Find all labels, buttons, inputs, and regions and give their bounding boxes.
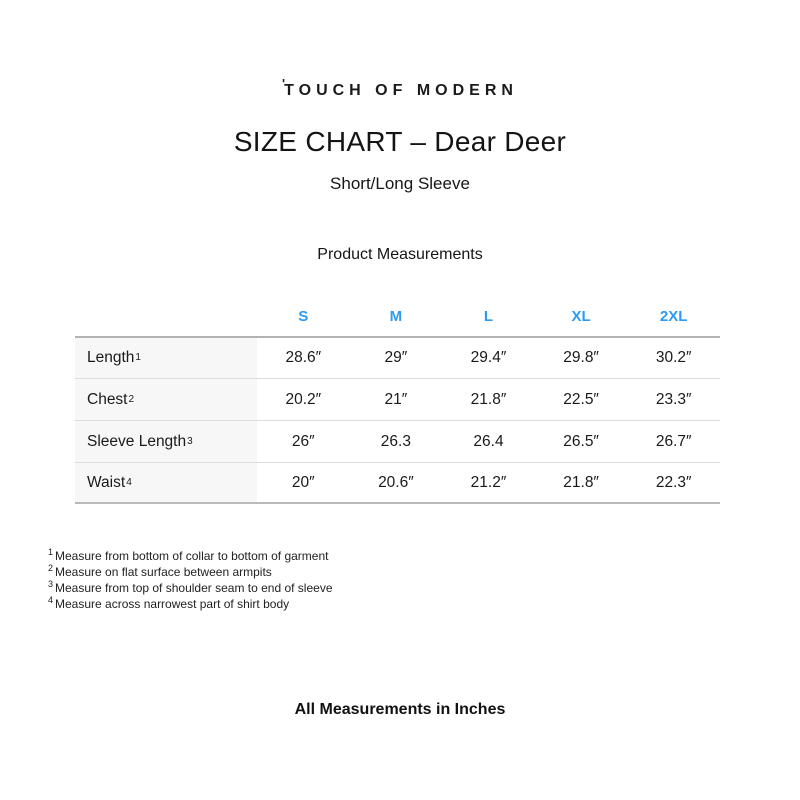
row-label-length: Length 1 [75,336,257,378]
brand-logo: 'TOUCH OF MODERN [0,0,800,101]
table-cell: 21.2″ [442,462,535,504]
row-label-waist: Waist 4 [75,462,257,504]
footnote-4: 4 Measure across narrowest part of shirt … [48,596,800,612]
table-cell: 26.3 [349,420,443,462]
table-cell: 20.2″ [257,378,350,420]
table-cell: 28.6″ [257,336,350,378]
table-cell: 20″ [257,462,350,504]
column-header-l: L [483,307,494,325]
table-cell: 22.5″ [534,378,628,420]
footnote-text: Measure from bottom of collar to bottom … [55,549,329,563]
footnote-text: Measure across narrowest part of shirt b… [55,597,290,611]
table-cell: 30.2″ [627,336,720,378]
table-cell: 26.7″ [627,420,720,462]
table-cell: 26″ [257,420,350,462]
row-label-chest: Chest 2 [75,378,257,420]
page-title: SIZE CHART – Dear Deer [233,126,567,157]
table-cell: 29″ [349,336,443,378]
footnote-superscript: 1 [48,547,54,557]
size-table: S M L XL 2XL Length 1 28.6″ 29″ 29.4″ 29.… [75,296,720,504]
row-label-text: Waist [87,473,126,491]
row-label-text: Sleeve Length [87,432,187,450]
row-label-sleeve-length: Sleeve Length 3 [75,420,257,462]
brand-logo-text: TOUCH OF MODERN [284,82,518,99]
footnote-1: 1 Measure from bottom of collar to bottom… [48,548,800,564]
row-label-text: Chest [87,390,128,408]
table-cell: 26.5″ [534,420,628,462]
table-cell: 26.4 [442,420,535,462]
column-header-xl: XL [571,307,591,325]
table-cell: 22.3″ [627,462,720,504]
table-cell: 20.6″ [349,462,443,504]
table-cell: 29.8″ [534,336,628,378]
footnote-text: Measure on flat surface between armpits [55,565,272,579]
column-header-2xl: 2XL [659,307,688,325]
section-title: Product Measurements [317,246,483,263]
table-cell: 23.3″ [627,378,720,420]
table-cell: 21.8″ [442,378,535,420]
page-subtitle: Short/Long Sleeve [330,174,470,193]
column-header-s: S [298,307,309,325]
size-table-header-spacer [75,296,257,336]
brand-logo-tick: ' [282,76,286,91]
row-label-text: Length [87,349,135,366]
footnote-superscript: 2 [48,563,54,573]
table-cell: 29.4″ [442,336,535,378]
footnotes: 1 Measure from bottom of collar to bottom… [48,548,800,612]
column-header-m: M [389,307,403,325]
footnote-text: Measure from top of shoulder seam to end… [55,581,333,595]
footnote-3: 3 Measure from top of shoulder seam to en… [48,580,800,596]
footnote-superscript: 4 [48,595,54,605]
footer-note: All Measurements in Inches [294,701,506,718]
table-cell: 21.8″ [534,462,628,504]
table-cell: 21″ [349,378,443,420]
footnote-2: 2 Measure on flat surface between armpits [48,564,800,580]
footnote-superscript: 3 [48,579,54,589]
